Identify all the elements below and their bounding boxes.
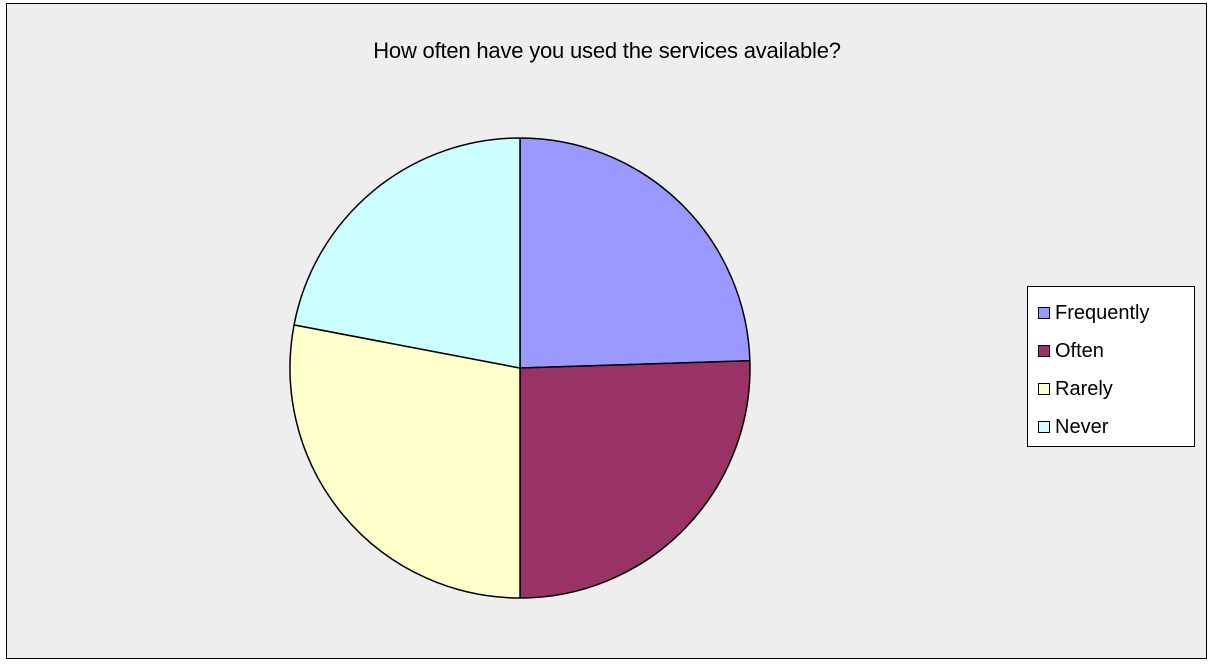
pie-slice-never — [293, 137, 521, 369]
legend-item-rarely: Rarely — [1038, 376, 1113, 402]
pie-slice-frequently — [519, 137, 751, 369]
legend-swatch — [1038, 421, 1050, 433]
legend-label: Frequently — [1055, 301, 1150, 324]
legend-swatch — [1038, 345, 1050, 357]
legend-item-frequently: Frequently — [1038, 300, 1150, 326]
legend: Frequently Often Rarely Never — [1027, 286, 1195, 447]
legend-swatch — [1038, 383, 1050, 395]
pie-slices — [289, 137, 751, 599]
pie-slice-often — [519, 360, 751, 599]
legend-label: Rarely — [1055, 377, 1113, 400]
legend-label: Often — [1055, 339, 1104, 362]
chart-title: How often have you used the services ava… — [373, 38, 841, 63]
legend-item-often: Often — [1038, 338, 1104, 364]
legend-label: Never — [1055, 415, 1109, 438]
legend-swatch — [1038, 307, 1050, 319]
pie-plot — [289, 137, 751, 599]
chart-area: How often have you used the services ava… — [6, 3, 1207, 659]
legend-item-never: Never — [1038, 414, 1108, 440]
pie-slice-rarely — [289, 324, 521, 599]
